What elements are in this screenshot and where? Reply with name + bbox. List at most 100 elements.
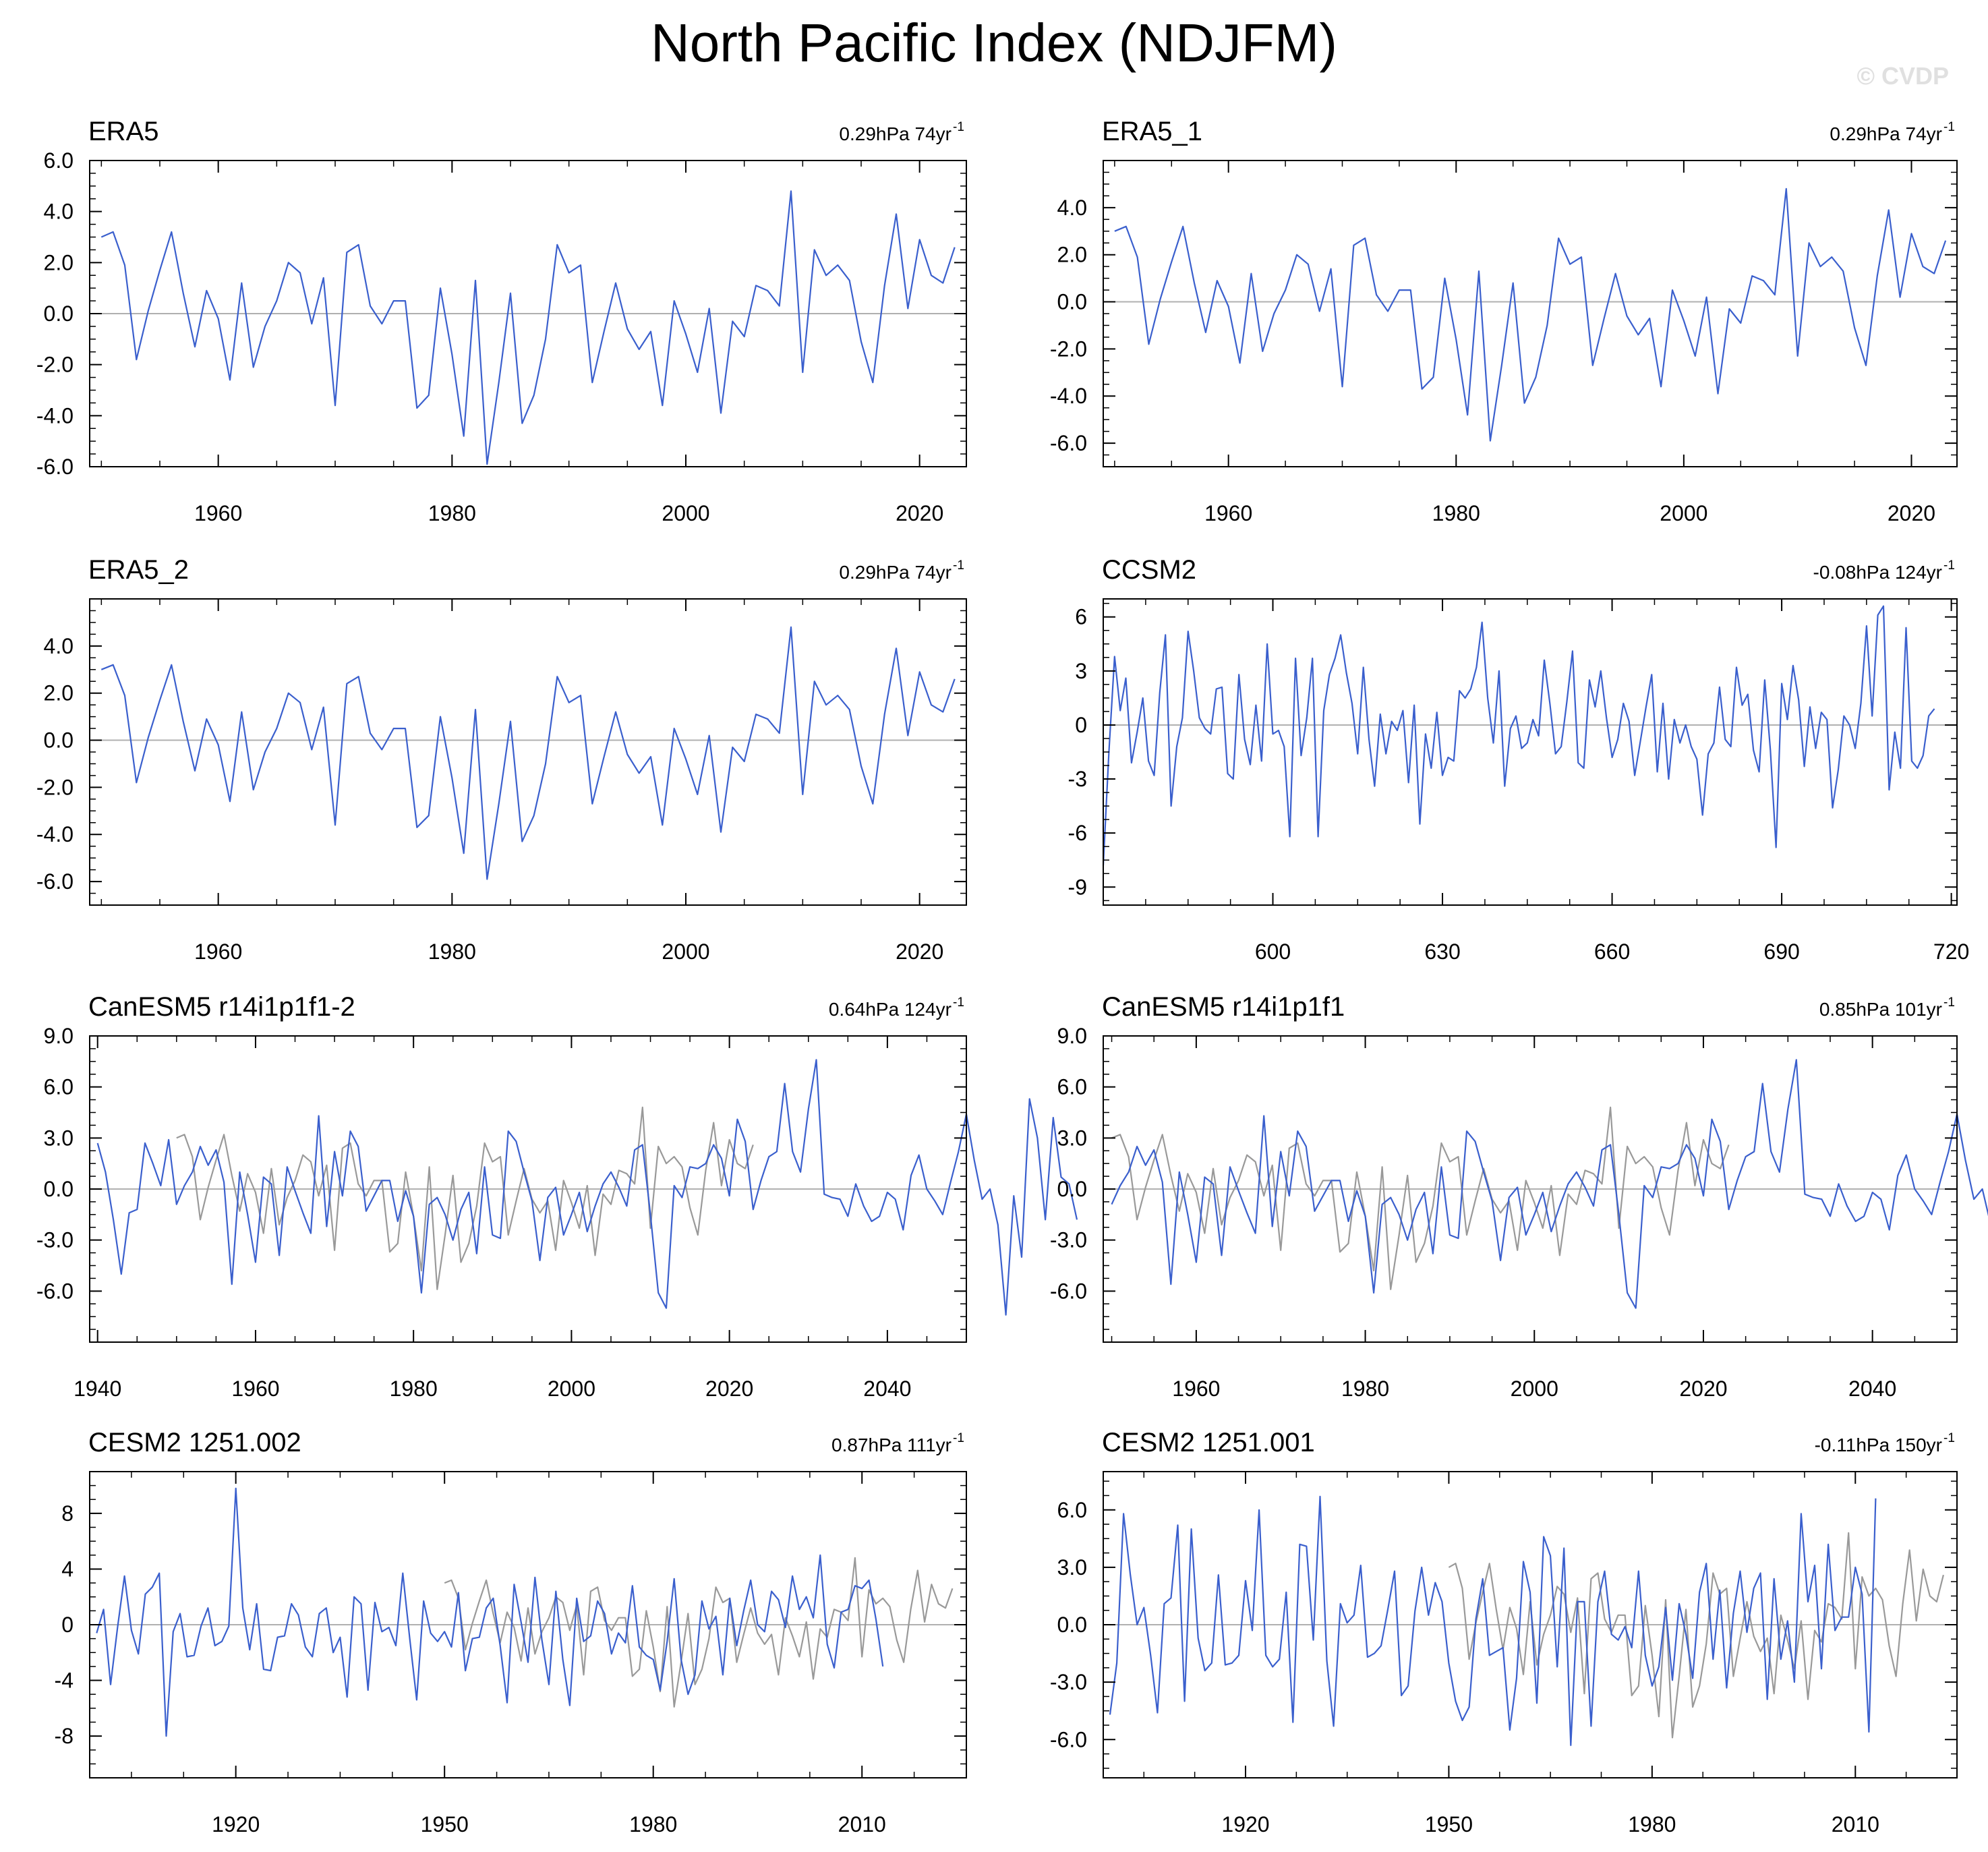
x-tick-label: 1980 bbox=[428, 939, 476, 964]
y-tick-label: 4.0 bbox=[1057, 196, 1087, 220]
y-tick-label: 4.0 bbox=[44, 634, 74, 658]
panel-trend-superscript: -1 bbox=[953, 558, 964, 573]
y-tick-label: -8 bbox=[55, 1724, 74, 1748]
x-tick-label: 720 bbox=[1933, 939, 1969, 964]
y-tick-label: 4 bbox=[61, 1557, 74, 1581]
y-tick-label: 0.0 bbox=[1057, 1177, 1087, 1201]
series-line bbox=[100, 190, 956, 465]
y-tick-label: -4.0 bbox=[36, 403, 74, 428]
y-tick-label: 0.0 bbox=[44, 301, 74, 326]
x-tick-label: 1960 bbox=[1172, 1377, 1220, 1401]
panel-trend-superscript: -1 bbox=[1943, 120, 1955, 134]
panel-title: ERA5 bbox=[88, 117, 159, 146]
panel-6: CanESM5 r14i1p1f1 0.85hPa 101yr -1 -6.0 -3.0… bbox=[1050, 992, 1988, 1401]
y-tick-label: 0.0 bbox=[44, 728, 74, 753]
y-tick-label: 3.0 bbox=[1057, 1555, 1087, 1580]
y-tick-label: -2.0 bbox=[36, 353, 74, 377]
y-tick-label: 6.0 bbox=[1057, 1075, 1087, 1099]
panel-title: CESM2 1251.002 bbox=[88, 1428, 301, 1457]
x-tick-label: 2020 bbox=[1679, 1377, 1727, 1401]
x-tick-label: 2000 bbox=[1511, 1377, 1558, 1401]
series-line bbox=[1109, 1495, 1877, 1746]
x-tick-label: 2020 bbox=[1888, 501, 1935, 525]
x-tick-label: 1980 bbox=[1628, 1812, 1676, 1836]
panel-trend-superscript: -1 bbox=[1943, 995, 1955, 1010]
panel-7: CESM2 1251.002 0.87hPa 111yr -1 -8 -4 0 4 8 1920… bbox=[55, 1428, 967, 1836]
panel-4: CCSM2 -0.08hPa 124yr -1 -9 -6 -3 0 3 6 600 630 660 6… bbox=[1068, 555, 1970, 964]
y-tick-label: -6.0 bbox=[1050, 431, 1087, 455]
x-tick-label: 2010 bbox=[838, 1812, 886, 1836]
x-tick-label: 2000 bbox=[1660, 501, 1707, 525]
y-tick-label: -9 bbox=[1068, 875, 1087, 899]
panel-8: CESM2 1251.001 -0.11hPa 150yr -1 -6.0 -3.0 0.… bbox=[1050, 1428, 1958, 1836]
y-tick-label: 3 bbox=[1075, 659, 1087, 683]
y-tick-label: -4.0 bbox=[36, 822, 74, 846]
y-tick-label: 0 bbox=[1075, 713, 1087, 737]
x-tick-label: 660 bbox=[1594, 939, 1630, 964]
x-tick-label: 1960 bbox=[194, 939, 242, 964]
panel-trend: -0.11hPa 150yr bbox=[1815, 1435, 1942, 1455]
x-tick-label: 1920 bbox=[212, 1812, 260, 1836]
series-line bbox=[1102, 605, 1935, 866]
panel-trend: 0.64hPa 124yr bbox=[829, 999, 952, 1020]
x-tick-label: 1950 bbox=[1425, 1812, 1473, 1836]
panel-title: ERA5_1 bbox=[1102, 117, 1202, 146]
panel-trend: 0.29hPa 74yr bbox=[839, 562, 952, 583]
panel-trend: 0.87hPa 111yr bbox=[831, 1435, 952, 1455]
panel-trend: 0.29hPa 74yr bbox=[1830, 123, 1942, 144]
y-tick-label: 0.0 bbox=[1057, 290, 1087, 314]
y-tick-label: 9.0 bbox=[44, 1024, 74, 1048]
x-tick-label: 1980 bbox=[1432, 501, 1480, 525]
y-tick-label: -6.0 bbox=[1050, 1279, 1087, 1303]
y-tick-label: 0.0 bbox=[44, 1177, 74, 1201]
panel-trend-superscript: -1 bbox=[1943, 558, 1955, 573]
series-line-observed bbox=[1111, 1106, 1730, 1290]
y-tick-label: -2.0 bbox=[36, 775, 74, 799]
x-tick-label: 1980 bbox=[428, 501, 476, 525]
panel-title: CanESM5 r14i1p1f1-2 bbox=[88, 992, 355, 1022]
panel-trend-superscript: -1 bbox=[953, 995, 964, 1010]
panel-trend: 0.85hPa 101yr bbox=[1819, 999, 1942, 1020]
x-tick-label: 630 bbox=[1424, 939, 1460, 964]
y-tick-label: -6.0 bbox=[1050, 1727, 1087, 1752]
panel-trend: 0.29hPa 74yr bbox=[839, 123, 952, 144]
panel-trend-superscript: -1 bbox=[1943, 1431, 1955, 1445]
panel-1: ERA5 0.29hPa 74yr -1 -6.0 -4.0 -2.0 0.0 2.0 4.0 6… bbox=[36, 117, 967, 525]
y-tick-label: 2.0 bbox=[44, 681, 74, 705]
y-tick-label: 6.0 bbox=[1057, 1498, 1087, 1522]
x-tick-label: 1980 bbox=[390, 1377, 438, 1401]
y-tick-label: -4.0 bbox=[1050, 384, 1087, 408]
panel-title: CanESM5 r14i1p1f1 bbox=[1102, 992, 1345, 1022]
x-tick-label: 2000 bbox=[662, 501, 709, 525]
panel-title: CESM2 1251.001 bbox=[1102, 1428, 1315, 1457]
x-tick-label: 1960 bbox=[231, 1377, 279, 1401]
y-tick-label: 3.0 bbox=[1057, 1126, 1087, 1150]
panel-trend: -0.08hPa 124yr bbox=[1813, 562, 1942, 583]
x-tick-label: 2000 bbox=[548, 1377, 595, 1401]
y-tick-label: -6 bbox=[1068, 821, 1087, 845]
x-tick-label: 1980 bbox=[629, 1812, 677, 1836]
panel-trend-superscript: -1 bbox=[953, 1431, 964, 1445]
main-title: North Pacific Index (NDJFM) bbox=[651, 13, 1337, 73]
y-tick-label: -3.0 bbox=[1050, 1228, 1087, 1252]
y-tick-label: 8 bbox=[61, 1501, 74, 1526]
x-tick-label: 1960 bbox=[1204, 501, 1252, 525]
x-tick-label: 2000 bbox=[662, 939, 709, 964]
panel-title: ERA5_2 bbox=[88, 555, 189, 585]
series-line-observed bbox=[176, 1106, 754, 1290]
y-tick-label: -6.0 bbox=[36, 1279, 74, 1303]
x-tick-label: 2020 bbox=[896, 939, 943, 964]
y-tick-label: 0 bbox=[61, 1613, 74, 1637]
y-tick-label: -3.0 bbox=[36, 1228, 74, 1252]
watermark: © CVDP bbox=[1857, 62, 1949, 90]
y-tick-label: 4.0 bbox=[44, 200, 74, 224]
series-line bbox=[100, 626, 956, 880]
y-tick-label: -4 bbox=[55, 1669, 74, 1693]
y-tick-label: 6 bbox=[1075, 605, 1087, 629]
x-tick-label: 1960 bbox=[194, 501, 242, 525]
x-tick-label: 1950 bbox=[421, 1812, 469, 1836]
y-tick-label: 9.0 bbox=[1057, 1024, 1087, 1048]
y-tick-label: 2.0 bbox=[1057, 243, 1087, 267]
x-tick-label: 690 bbox=[1763, 939, 1799, 964]
